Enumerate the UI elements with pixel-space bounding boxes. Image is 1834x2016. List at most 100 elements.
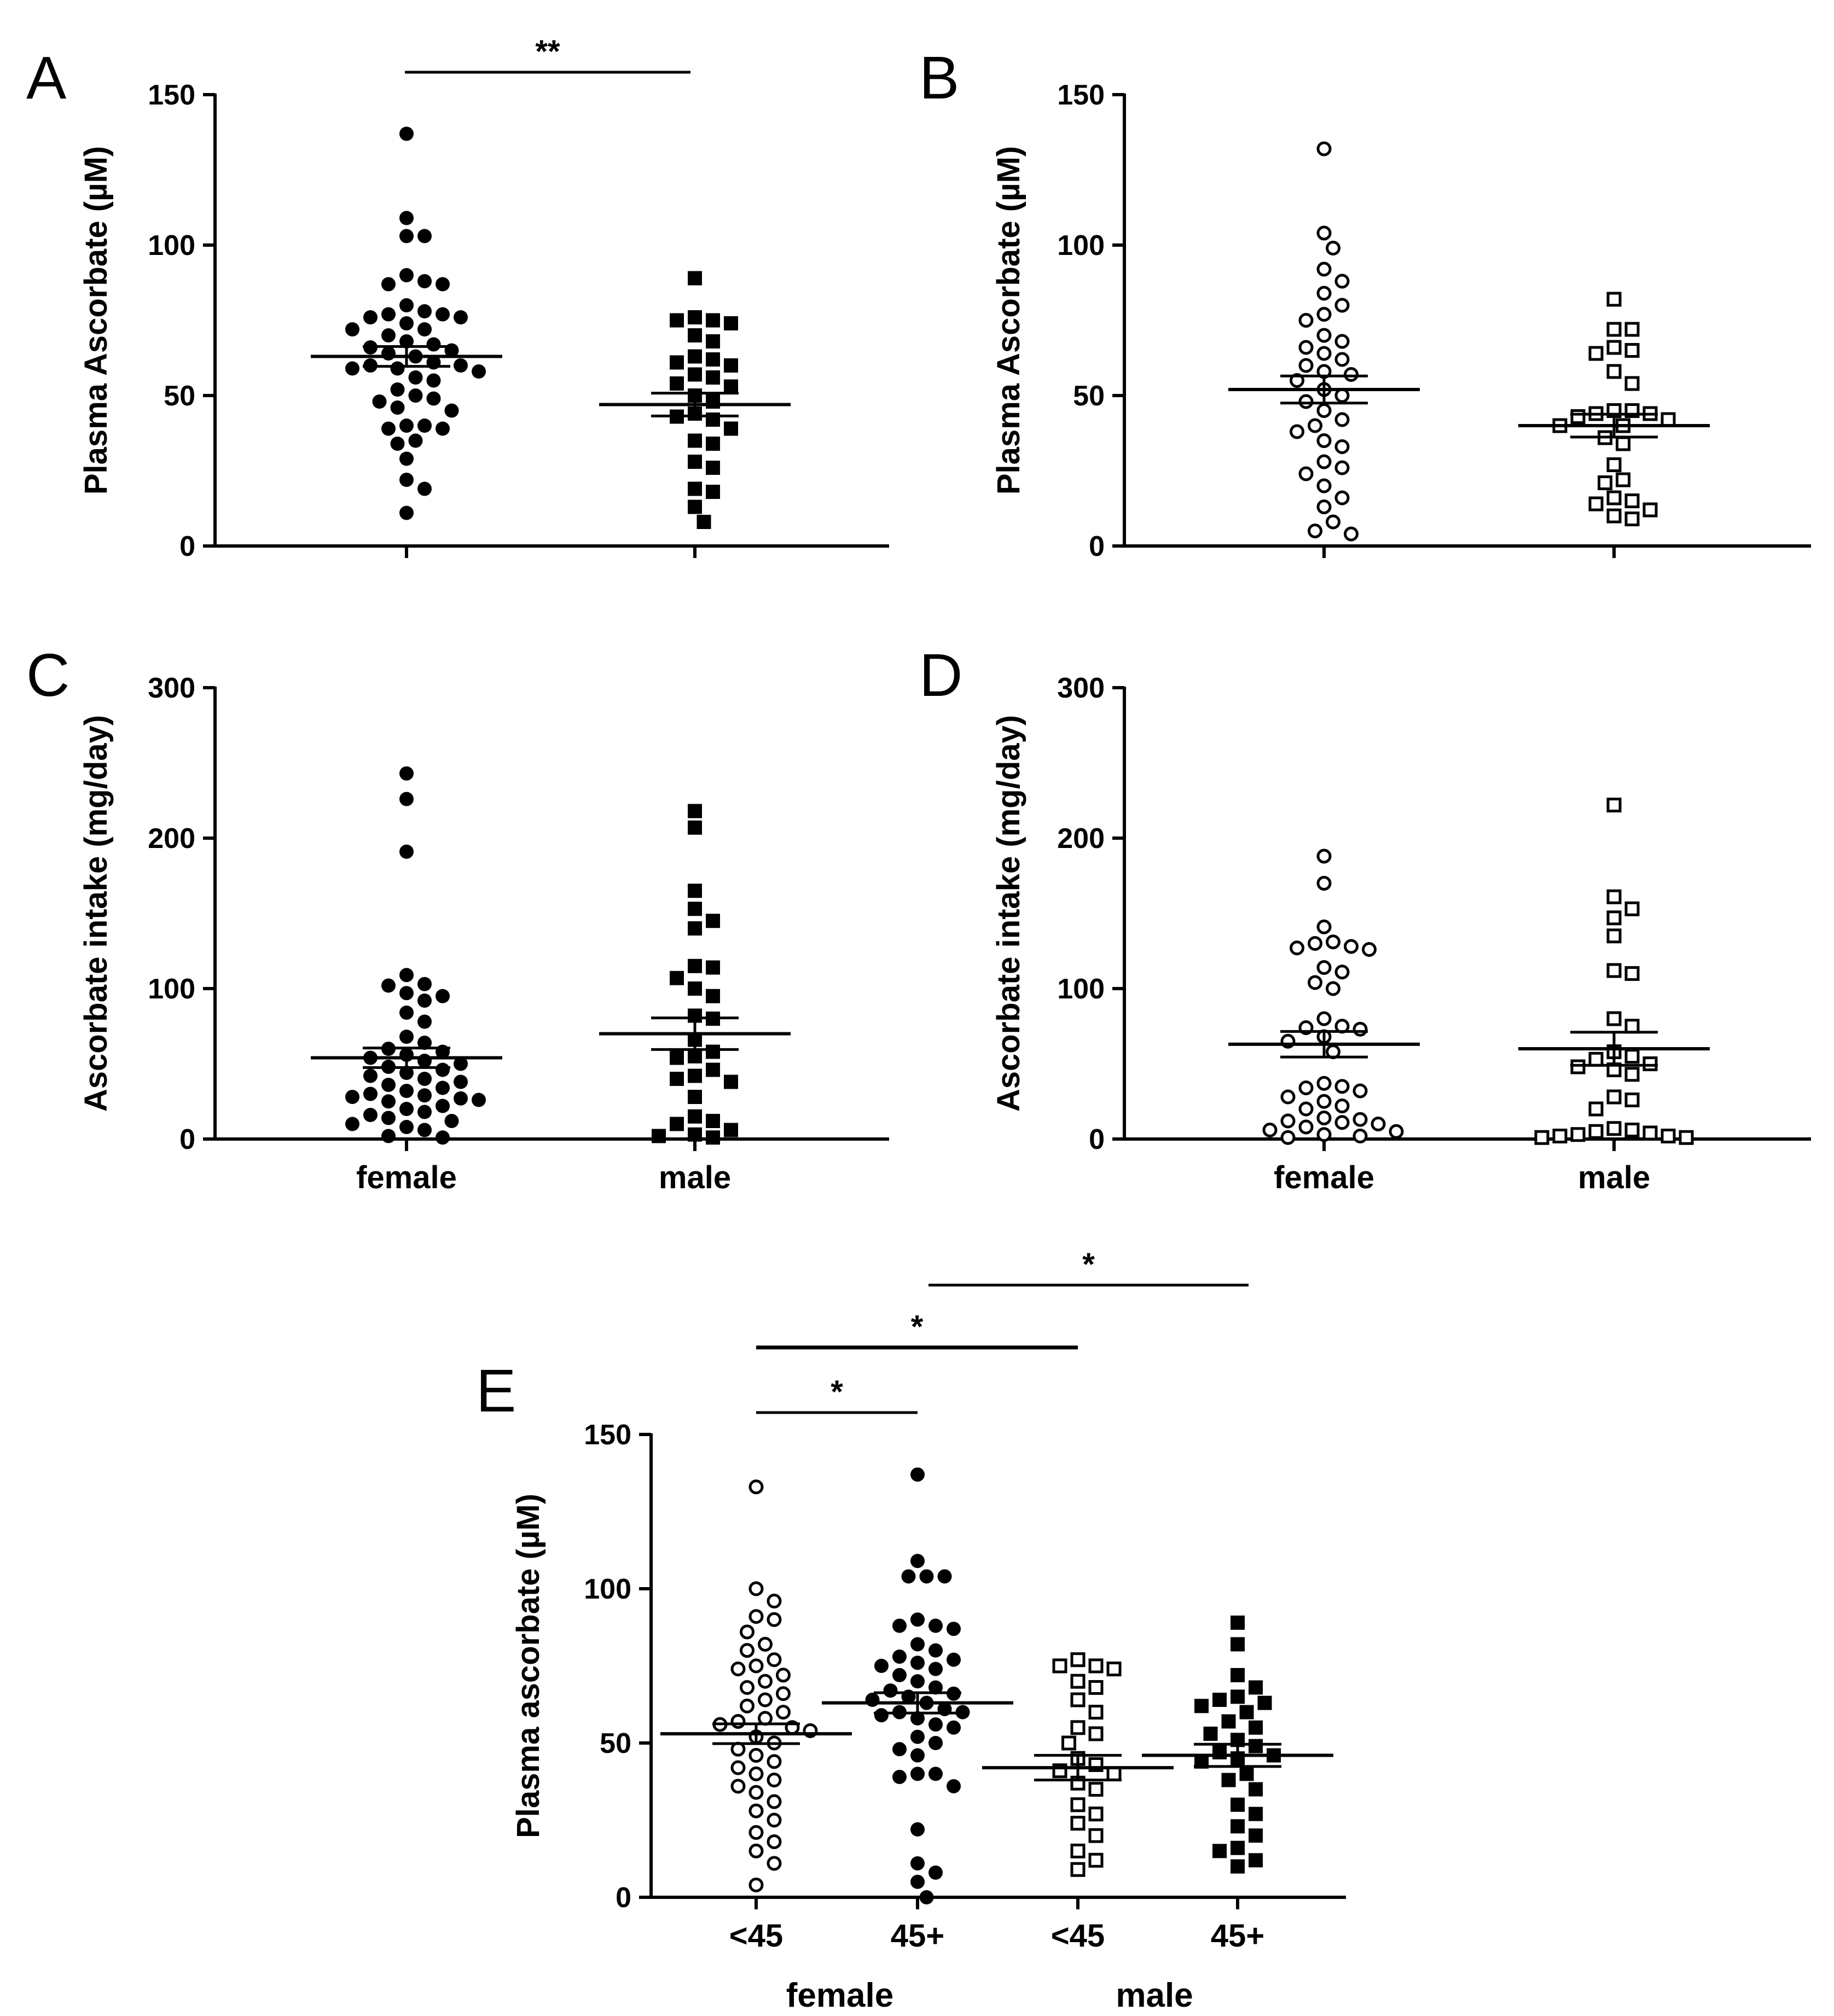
data-point <box>928 1736 943 1750</box>
data-point <box>399 506 414 520</box>
data-point <box>748 1658 764 1674</box>
series-female <box>1228 849 1420 1145</box>
panel-c: C 0 100 200 300 Ascorbate intake (mg/day) fema… <box>26 642 889 1195</box>
data-point <box>1249 1806 1263 1821</box>
series-male <box>1518 798 1710 1145</box>
data-point <box>1334 1115 1350 1130</box>
data-point <box>381 1078 396 1092</box>
data-point <box>399 766 414 781</box>
data-point <box>740 1643 755 1658</box>
data-point <box>1606 889 1622 904</box>
y-tick-label: 200 <box>1057 823 1105 855</box>
data-point <box>706 914 720 928</box>
data-point <box>955 1705 970 1719</box>
data-point <box>417 1054 432 1068</box>
panel-letter: E <box>476 1357 516 1425</box>
data-point <box>910 1637 925 1652</box>
data-point <box>426 373 441 388</box>
data-point <box>1088 1705 1104 1720</box>
data-point <box>1308 975 1322 990</box>
data-point <box>688 1109 702 1124</box>
data-point <box>874 1659 889 1673</box>
data-point <box>730 1779 746 1794</box>
data-point <box>399 1066 414 1080</box>
data-point <box>767 1773 782 1788</box>
data-point <box>688 349 702 364</box>
data-point <box>670 1072 684 1086</box>
data-point <box>1316 1094 1332 1109</box>
data-point <box>1070 1674 1086 1689</box>
data-point <box>1353 1129 1368 1143</box>
data-point <box>417 274 432 288</box>
data-point <box>1598 475 1612 490</box>
data-point <box>1212 1693 1227 1707</box>
data-point <box>767 1594 782 1609</box>
data-point <box>748 1609 764 1624</box>
data-point <box>688 1127 702 1142</box>
data-point <box>1552 1129 1568 1143</box>
data-point <box>1070 1862 1086 1877</box>
data-point <box>1070 1652 1086 1668</box>
data-point <box>1290 373 1304 388</box>
data-point <box>1679 1130 1694 1145</box>
series-male <box>599 271 791 529</box>
data-point <box>1249 1782 1263 1797</box>
data-point <box>1061 1735 1076 1751</box>
y-tick-label: 150 <box>148 79 195 111</box>
data-point <box>436 1080 450 1095</box>
data-point <box>1316 328 1332 343</box>
data-point <box>399 126 414 141</box>
data-point <box>724 316 738 330</box>
data-point <box>1280 1113 1296 1129</box>
data-point <box>1334 490 1350 506</box>
data-point <box>1606 910 1622 926</box>
data-point <box>910 1856 925 1870</box>
data-point <box>928 1717 943 1732</box>
data-point <box>1239 1705 1254 1719</box>
data-point <box>1624 343 1640 358</box>
y-tick-label: 300 <box>148 672 195 704</box>
data-point <box>1298 340 1314 355</box>
significance-label: * <box>831 1374 843 1410</box>
data-point <box>1249 1680 1263 1695</box>
data-point <box>1588 346 1604 361</box>
data-point <box>1231 1637 1245 1652</box>
data-point <box>1088 1806 1104 1822</box>
data-point <box>1570 1059 1586 1074</box>
data-point <box>1316 1011 1332 1026</box>
data-point <box>1280 1089 1296 1105</box>
y-tick-label: 100 <box>148 230 195 262</box>
x-category-label: female <box>1274 1160 1374 1195</box>
data-point <box>688 958 702 973</box>
data-point <box>740 1680 755 1695</box>
data-point <box>1298 466 1314 481</box>
data-point <box>417 977 432 991</box>
panel-letter: C <box>26 642 69 709</box>
data-point <box>363 1108 378 1122</box>
data-point <box>1334 1079 1350 1094</box>
data-point <box>1606 490 1622 506</box>
x-category-label: female <box>356 1160 457 1195</box>
data-point <box>910 1874 925 1889</box>
data-point <box>381 1111 396 1125</box>
data-point <box>1624 1019 1640 1034</box>
data-point <box>390 382 405 397</box>
data-point <box>937 1569 952 1584</box>
data-point <box>345 1117 359 1131</box>
data-point <box>1570 1127 1586 1142</box>
data-point <box>1316 141 1332 156</box>
data-point <box>1334 1099 1350 1113</box>
data-point <box>1203 1727 1218 1741</box>
data-point <box>1106 1661 1122 1677</box>
panel-letter: A <box>26 44 67 112</box>
data-point <box>472 1093 486 1107</box>
series-female-45 <box>660 1479 852 1892</box>
data-point <box>417 1072 432 1086</box>
data-point <box>1606 1121 1622 1136</box>
data-point <box>417 481 432 496</box>
series-female <box>311 126 502 520</box>
data-point <box>1624 322 1640 337</box>
data-point <box>1221 1714 1236 1729</box>
x-category-label: male <box>1578 1160 1650 1195</box>
data-point <box>399 298 414 312</box>
